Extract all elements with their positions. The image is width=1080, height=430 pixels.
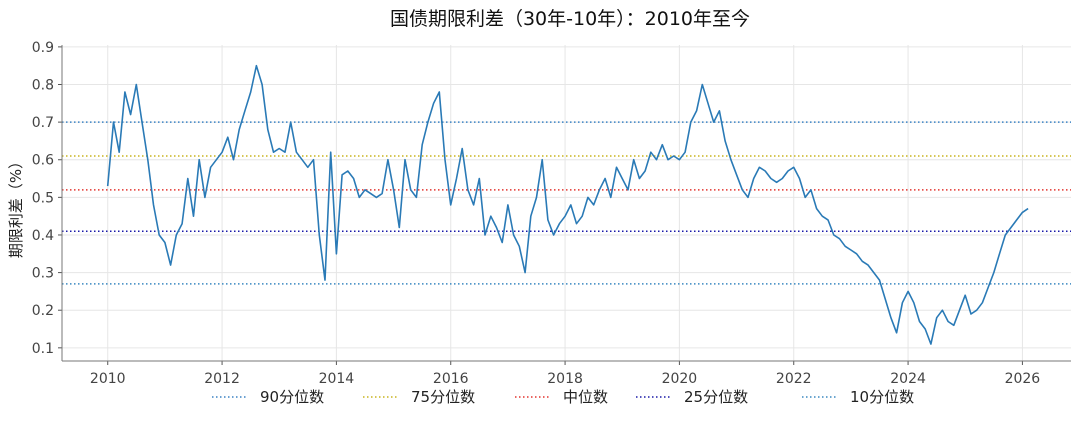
axes: 0.1 0.2 0.3 0.4 0.5 0.6 0.7 0.8 0.9 2010 2012 2014 2…: [32, 40, 1071, 387]
x-tick-label: 2010: [90, 371, 126, 387]
legend-label: 90分位数: [260, 388, 324, 406]
series-layer: [106, 64, 1029, 345]
x-tick-label: 2026: [1005, 371, 1041, 387]
x-tick-label: 2020: [662, 371, 698, 387]
x-tick-label: 2014: [319, 371, 355, 387]
legend-label: 10分位数: [850, 388, 914, 406]
y-axis-label: 期限利差（%）: [7, 154, 25, 258]
chart-title: 国债期限利差（30年-10年）：2010年至今: [390, 8, 750, 30]
legend-label: 75分位数: [411, 388, 475, 406]
x-tick-label: 2024: [890, 371, 926, 387]
x-tick-label: 2016: [433, 371, 469, 387]
legend-label: 25分位数: [684, 388, 748, 406]
x-tick-label: 2018: [547, 371, 583, 387]
y-tick-label: 0.7: [32, 115, 54, 131]
y-tick-label: 0.9: [32, 40, 54, 56]
legend: 90分位数 75分位数 中位数 25分位数 10分位数: [212, 388, 914, 406]
legend-label: 中位数: [563, 388, 608, 406]
y-tick-label: 0.3: [32, 266, 54, 282]
y-tick-label: 0.1: [32, 341, 54, 357]
y-tick-label: 0.8: [32, 78, 54, 94]
y-tick-label: 0.2: [32, 303, 54, 319]
y-tick-label: 0.4: [32, 228, 54, 244]
reference-lines: [62, 121, 1071, 285]
y-tick-label: 0.5: [32, 190, 54, 206]
series-line: [106, 64, 1029, 345]
y-tick-label: 0.6: [32, 153, 54, 169]
x-tick-label: 2012: [204, 371, 240, 387]
grid: [62, 45, 1071, 361]
x-tick-label: 2022: [776, 371, 812, 387]
